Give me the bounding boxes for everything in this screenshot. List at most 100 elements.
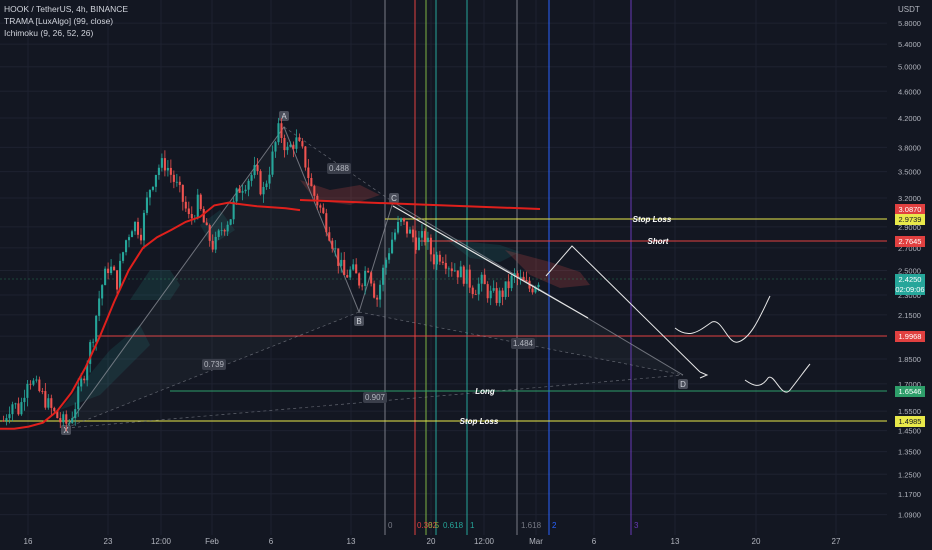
point-a-label: A	[281, 112, 287, 121]
candle-body	[145, 197, 149, 213]
fib-time-label-3: 3	[634, 521, 639, 530]
time-tick-label: 6	[269, 537, 274, 546]
candle-body	[450, 268, 453, 272]
tag-level-1-bg	[895, 331, 925, 342]
candle-body	[77, 386, 80, 410]
trama-line	[0, 201, 301, 430]
candle-body	[47, 398, 50, 408]
time-tick-label: 12:00	[151, 537, 172, 546]
candle-body	[223, 230, 226, 232]
candle-body	[17, 403, 20, 415]
candle-body	[298, 137, 301, 142]
candle-body	[89, 342, 92, 364]
candle-body	[184, 201, 187, 209]
candle-body	[268, 174, 271, 184]
candle-body	[83, 378, 86, 381]
candle-body	[531, 288, 534, 293]
short-label: Short	[648, 237, 669, 246]
candle-body	[468, 269, 471, 288]
candle-body	[396, 221, 400, 233]
candle-body	[256, 165, 259, 172]
candle-body	[238, 188, 241, 193]
indicator-ichimoku-label: Ichimoku (9, 26, 52, 26)	[4, 28, 93, 38]
candle-body	[459, 266, 462, 278]
time-tick-label: 23	[104, 537, 113, 546]
candle-body	[489, 290, 492, 299]
candle-body	[196, 194, 199, 219]
candle-body	[417, 237, 420, 250]
time-tick-label: 27	[832, 537, 841, 546]
candle-body	[307, 167, 310, 179]
candle-body	[8, 414, 11, 419]
time-axis[interactable]: 16 23 12:00 Feb 6 13 20 12:00 Mar 6 13 20 27	[24, 537, 841, 546]
candle-body	[65, 414, 68, 424]
price-levels[interactable]	[0, 218, 887, 422]
candle-body	[124, 240, 128, 253]
candle-body	[504, 281, 507, 297]
tag-stop-loss-short: 2.9739	[899, 215, 922, 224]
tag-stop-loss-long-bg	[895, 416, 925, 427]
candle-body	[229, 219, 232, 225]
candles	[2, 117, 540, 432]
candle-body	[104, 268, 107, 286]
candle-body	[432, 254, 435, 265]
descending-trendline[interactable]	[392, 205, 589, 319]
point-b-label: B	[356, 317, 361, 326]
candle-body	[250, 175, 253, 181]
candle-body	[148, 189, 151, 198]
curve-drawing-2[interactable]	[744, 363, 811, 393]
candle-body	[44, 391, 47, 408]
candle-body	[364, 270, 367, 286]
candle-body	[214, 236, 217, 250]
candle-body	[35, 379, 38, 381]
candle-body	[68, 422, 71, 424]
candle-body	[304, 146, 307, 168]
point-c-label: C	[391, 194, 397, 203]
candle-body	[444, 262, 447, 269]
candle-body	[107, 268, 110, 274]
candle-body	[110, 266, 113, 274]
candle-body	[29, 383, 32, 385]
candle-body	[402, 218, 406, 222]
candle-body	[86, 363, 89, 381]
candle-body	[456, 270, 459, 278]
candle-body	[5, 418, 8, 421]
candle-body	[495, 288, 498, 303]
candle-body	[211, 240, 214, 250]
curve-drawing-1[interactable]	[674, 295, 771, 343]
projection-drawings[interactable]	[545, 245, 811, 393]
fib-time-zones[interactable]: 0 0.382 0.5 0.618 1 1.618 2 3	[384, 0, 639, 535]
time-tick-label: 16	[24, 537, 33, 546]
candle-body	[382, 267, 385, 285]
candle-body	[23, 397, 26, 403]
time-tick-label: 12:00	[474, 537, 495, 546]
candle-body	[480, 274, 483, 284]
candle-body	[217, 230, 220, 237]
candle-body	[438, 254, 441, 262]
candle-body	[274, 142, 277, 152]
candle-body	[352, 264, 355, 270]
price-tick-label: 1.1700	[898, 490, 921, 499]
candle-body	[53, 407, 56, 411]
price-tick-label: 2.1500	[898, 311, 921, 320]
candle-body	[92, 341, 95, 343]
candle-body	[101, 285, 104, 299]
tag-long: 1.6546	[899, 387, 922, 396]
price-tick-label: 2.9000	[898, 223, 921, 232]
candle-body	[289, 144, 292, 147]
candle-body	[358, 273, 361, 286]
projection-arrowhead	[699, 371, 709, 379]
candle-body	[346, 275, 349, 278]
projection-path[interactable]	[545, 245, 701, 373]
candle-body	[310, 178, 313, 187]
symbol-title: HOOK / TetherUS, 4h, BINANCE	[4, 4, 128, 14]
candle-body	[119, 260, 122, 290]
candle-body	[340, 259, 343, 266]
candle-body	[453, 270, 456, 272]
candle-body	[474, 294, 477, 295]
candle-body	[361, 285, 364, 287]
candle-body	[373, 283, 376, 298]
tag-tl-level-bg	[895, 204, 925, 215]
candle-body	[471, 287, 474, 295]
